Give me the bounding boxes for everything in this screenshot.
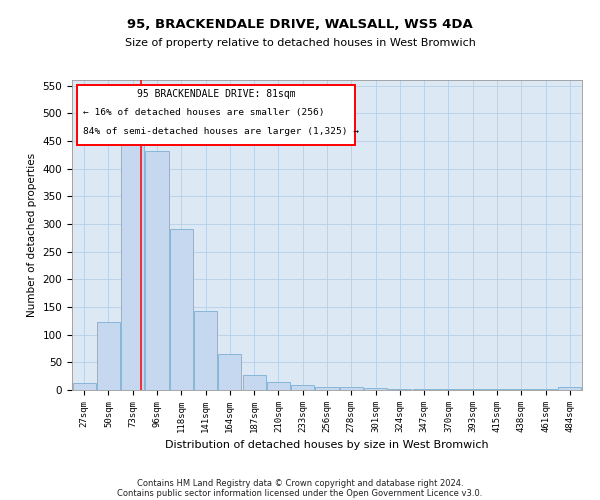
Bar — [316, 386, 338, 390]
Text: ← 16% of detached houses are smaller (256): ← 16% of detached houses are smaller (25… — [83, 108, 325, 117]
Bar — [291, 385, 314, 390]
FancyBboxPatch shape — [77, 84, 355, 145]
Bar — [242, 375, 266, 390]
Bar — [559, 386, 581, 390]
Y-axis label: Number of detached properties: Number of detached properties — [27, 153, 37, 317]
Text: 95, BRACKENDALE DRIVE, WALSALL, WS5 4DA: 95, BRACKENDALE DRIVE, WALSALL, WS5 4DA — [127, 18, 473, 30]
Bar — [267, 382, 290, 390]
Text: 84% of semi-detached houses are larger (1,325) →: 84% of semi-detached houses are larger (… — [83, 126, 359, 136]
Bar — [194, 312, 217, 390]
Text: Size of property relative to detached houses in West Bromwich: Size of property relative to detached ho… — [125, 38, 475, 48]
Bar — [97, 322, 120, 390]
Bar — [218, 354, 241, 390]
Bar — [145, 151, 169, 390]
X-axis label: Distribution of detached houses by size in West Bromwich: Distribution of detached houses by size … — [165, 440, 489, 450]
Text: Contains HM Land Registry data © Crown copyright and database right 2024.: Contains HM Land Registry data © Crown c… — [137, 478, 463, 488]
Text: 95 BRACKENDALE DRIVE: 81sqm: 95 BRACKENDALE DRIVE: 81sqm — [137, 90, 295, 100]
Bar — [73, 384, 95, 390]
Bar — [340, 387, 363, 390]
Bar — [121, 144, 144, 390]
Bar — [364, 388, 387, 390]
Text: Contains public sector information licensed under the Open Government Licence v3: Contains public sector information licen… — [118, 488, 482, 498]
Bar — [170, 229, 193, 390]
